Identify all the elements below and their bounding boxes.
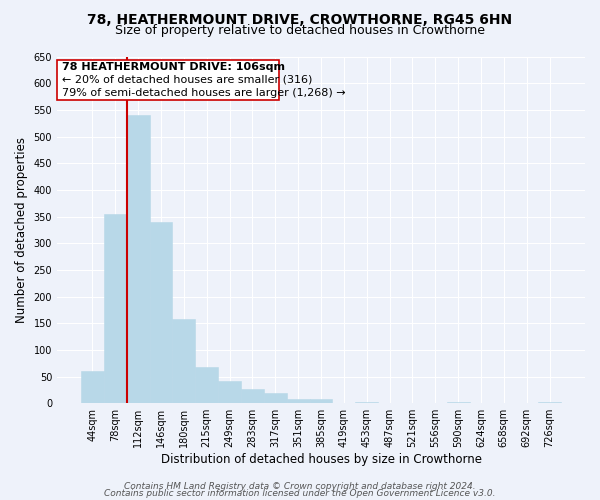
Text: Contains public sector information licensed under the Open Government Licence v3: Contains public sector information licen… (104, 489, 496, 498)
Bar (127, 115, 149, 403)
Text: ← 20% of detached houses are smaller (316): ← 20% of detached houses are smaller (31… (62, 75, 313, 85)
Bar (81, 371, 104, 403)
Bar (264, 392, 287, 403)
Text: 78 HEATHERMOUNT DRIVE: 106sqm: 78 HEATHERMOUNT DRIVE: 106sqm (62, 62, 286, 72)
Bar (355, 402, 378, 403)
Bar (149, 222, 172, 403)
Text: 79% of semi-detached houses are larger (1,268) →: 79% of semi-detached houses are larger (… (62, 88, 346, 98)
Bar (447, 402, 470, 403)
X-axis label: Distribution of detached houses by size in Crowthorne: Distribution of detached houses by size … (161, 453, 482, 466)
Y-axis label: Number of detached properties: Number of detached properties (15, 137, 28, 323)
FancyBboxPatch shape (57, 60, 279, 100)
Text: 78, HEATHERMOUNT DRIVE, CROWTHORNE, RG45 6HN: 78, HEATHERMOUNT DRIVE, CROWTHORNE, RG45… (88, 12, 512, 26)
Bar (538, 402, 561, 403)
Bar (196, 367, 218, 403)
Bar (287, 399, 310, 403)
Bar (310, 399, 332, 403)
Bar (241, 390, 264, 403)
Bar (104, 214, 127, 403)
Bar (172, 319, 196, 403)
Text: Contains HM Land Registry data © Crown copyright and database right 2024.: Contains HM Land Registry data © Crown c… (124, 482, 476, 491)
Text: Size of property relative to detached houses in Crowthorne: Size of property relative to detached ho… (115, 24, 485, 37)
Bar (218, 381, 241, 403)
